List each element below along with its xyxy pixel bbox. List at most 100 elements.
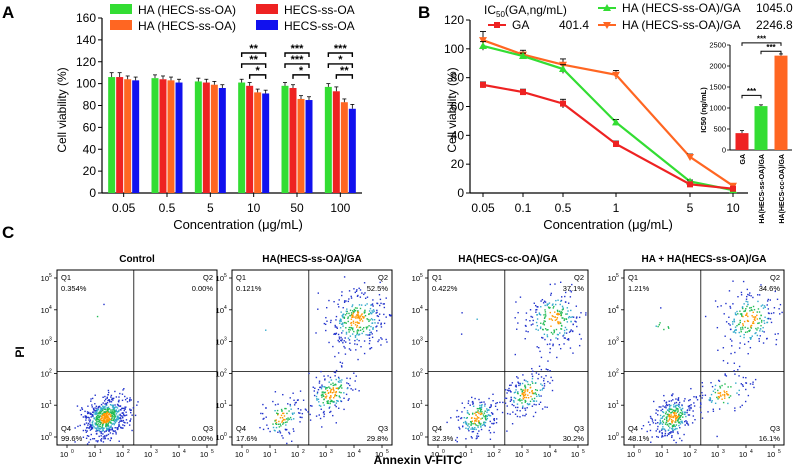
flow-event-dot	[729, 328, 732, 331]
flow-quadrant-name: Q3	[770, 424, 780, 433]
flow-event-dot	[365, 334, 367, 336]
flow-event-dot	[103, 406, 105, 409]
flow-y-tick-exponent: 5	[420, 273, 423, 279]
flow-event-dot	[651, 436, 653, 438]
flow-event-dot	[286, 412, 288, 415]
flow-event-dot	[280, 414, 283, 417]
flow-event-dot	[275, 423, 278, 425]
flow-event-dot	[699, 406, 702, 409]
flow-event-dot	[660, 422, 662, 424]
flow-event-dot	[350, 324, 353, 326]
flow-event-dot	[514, 397, 517, 400]
flow-event-dot	[474, 420, 477, 422]
flow-event-dot	[370, 318, 373, 320]
flow-event-dot	[531, 398, 533, 400]
flow-event-dot	[363, 312, 366, 314]
flow-event-dot	[373, 310, 375, 312]
flow-event-dot	[758, 322, 760, 324]
flow-event-dot	[658, 406, 660, 408]
flow-event-dot	[541, 336, 543, 339]
flow-event-dot	[526, 390, 529, 392]
flow-panel-title: HA + HA(HECS-ss-OA)/GA	[642, 254, 767, 265]
flow-event-dot	[111, 397, 113, 400]
flow-event-dot	[101, 422, 103, 424]
flow-event-dot	[390, 314, 392, 317]
flow-event-dot	[99, 411, 101, 413]
flow-event-dot	[718, 408, 721, 410]
flow-event-dot	[710, 393, 713, 396]
flow-event-dot	[539, 401, 542, 403]
flow-event-dot	[114, 406, 116, 408]
flow-event-dot	[681, 407, 684, 410]
flow-event-dot	[555, 328, 558, 331]
flow-event-dot	[104, 420, 106, 422]
flow-event-dot	[739, 406, 742, 408]
flow-event-dot	[732, 280, 734, 282]
flow-event-dot	[672, 424, 675, 427]
flow-event-dot	[529, 400, 532, 403]
flow-x-tick-exponent: 4	[183, 449, 186, 455]
flow-event-dot	[335, 405, 337, 408]
flow-event-dot	[543, 387, 545, 389]
flow-event-dot	[526, 381, 529, 383]
flow-x-tick-label: 10	[263, 450, 271, 459]
a-sig-bracket	[327, 63, 354, 68]
flow-event-dot	[277, 423, 280, 426]
flow-event-dot	[515, 301, 517, 303]
flow-event-dot	[668, 413, 671, 416]
flow-event-dot	[341, 366, 343, 368]
flow-event-dot	[309, 413, 311, 416]
flow-event-dot	[354, 380, 356, 382]
flow-event-dot	[370, 331, 372, 333]
flow-event-dot	[534, 304, 537, 307]
flow-event-dot	[379, 281, 381, 284]
flow-event-dot	[718, 396, 720, 399]
flow-event-dot	[531, 373, 533, 375]
flow-event-dot	[315, 332, 317, 334]
flow-event-dot	[121, 393, 124, 395]
flow-event-dot	[680, 409, 683, 411]
flow-event-dot	[750, 324, 753, 327]
flow-x-tick-exponent: 0	[246, 449, 249, 455]
flow-event-dot	[724, 373, 726, 375]
flow-event-dot	[340, 339, 342, 342]
flow-event-dot	[121, 412, 123, 414]
flow-event-dot	[85, 431, 88, 433]
flow-event-dot	[347, 382, 350, 385]
flow-event-dot	[261, 412, 264, 415]
flow-event-dot	[472, 402, 474, 404]
flow-event-dot	[514, 391, 517, 393]
flow-event-dot	[657, 422, 659, 424]
flow-event-dot	[739, 310, 741, 312]
flow-event-dot	[684, 420, 686, 423]
flow-event-dot	[509, 400, 512, 402]
flow-event-dot	[118, 409, 120, 412]
flow-event-dot	[104, 419, 106, 421]
flow-event-dot	[470, 422, 473, 424]
flow-event-dot	[112, 419, 115, 421]
flow-event-dot	[757, 308, 760, 310]
ic50-y-tick-label: 0	[722, 146, 726, 155]
flow-event-dot	[355, 375, 357, 377]
flow-event-dot	[284, 407, 286, 410]
flow-event-dot	[542, 380, 545, 382]
flow-event-dot	[289, 416, 292, 419]
flow-event-dot	[717, 349, 719, 352]
flow-event-dot	[380, 323, 382, 326]
flow-event-dot	[112, 404, 114, 407]
flow-event-dot	[712, 410, 715, 412]
ic50-sig-bracket	[760, 50, 782, 55]
flow-event-dot	[536, 324, 539, 327]
flow-event-dot	[560, 299, 563, 302]
flow-event-dot	[455, 416, 458, 418]
flow-event-dot	[357, 310, 359, 312]
flow-event-dot	[80, 413, 83, 416]
flow-event-dot	[323, 415, 325, 418]
flow-event-dot	[119, 413, 121, 416]
flow-event-dot	[104, 436, 106, 438]
flow-event-dot	[339, 385, 342, 388]
flow-event-dot	[355, 321, 357, 324]
flow-event-dot	[358, 304, 361, 306]
flow-event-dot	[541, 408, 544, 410]
flow-event-dot	[340, 384, 343, 386]
